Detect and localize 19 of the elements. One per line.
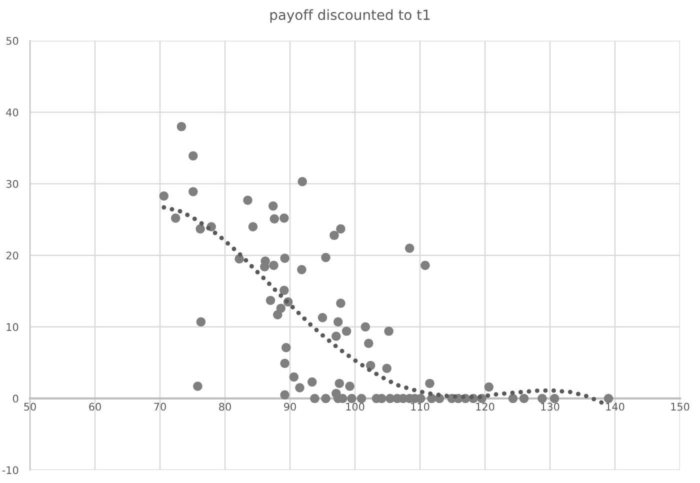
y-tick-label: -10 — [2, 466, 18, 474]
chart-title: payoff discounted to t1 — [270, 9, 430, 23]
x-tick-label: 110 — [411, 402, 430, 411]
y-tick-label: 20 — [6, 252, 18, 260]
x-tick-label: 60 — [89, 402, 101, 411]
x-tick-label: 130 — [541, 402, 560, 411]
y-tick-label: 40 — [6, 108, 18, 116]
x-tick-label: 120 — [476, 402, 494, 411]
y-tick-label: 0 — [12, 394, 18, 403]
x-tick-label: 150 — [671, 402, 690, 411]
x-tick-label: 100 — [346, 402, 364, 411]
y-tick-label: 50 — [6, 36, 18, 45]
y-tick-label: 10 — [6, 323, 18, 332]
x-tick-label: 90 — [284, 402, 296, 411]
x-tick-label: 140 — [606, 402, 624, 411]
x-tick-label: 80 — [219, 402, 231, 411]
y-tick-label: 30 — [6, 180, 18, 188]
x-tick-label: 70 — [154, 402, 166, 411]
x-tick-label: 50 — [24, 402, 36, 411]
